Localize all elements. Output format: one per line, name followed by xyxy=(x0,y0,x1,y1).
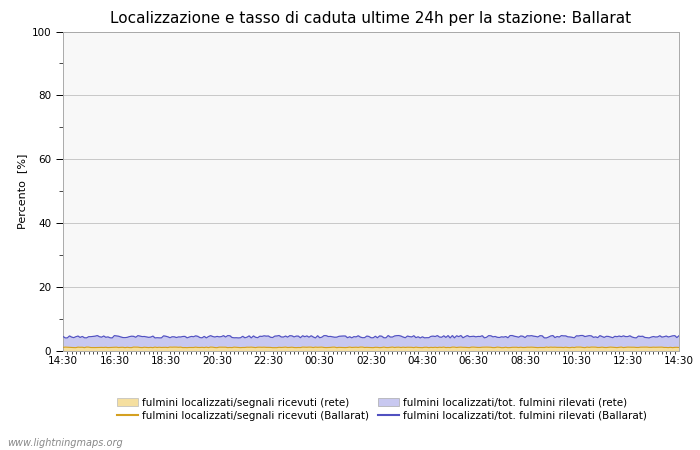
Text: www.lightningmaps.org: www.lightningmaps.org xyxy=(7,438,122,448)
Title: Localizzazione e tasso di caduta ultime 24h per la stazione: Ballarat: Localizzazione e tasso di caduta ultime … xyxy=(111,11,631,26)
Legend: fulmini localizzati/segnali ricevuti (rete), fulmini localizzati/segnali ricevut: fulmini localizzati/segnali ricevuti (re… xyxy=(118,398,647,421)
Y-axis label: Percento  [%]: Percento [%] xyxy=(18,153,27,229)
